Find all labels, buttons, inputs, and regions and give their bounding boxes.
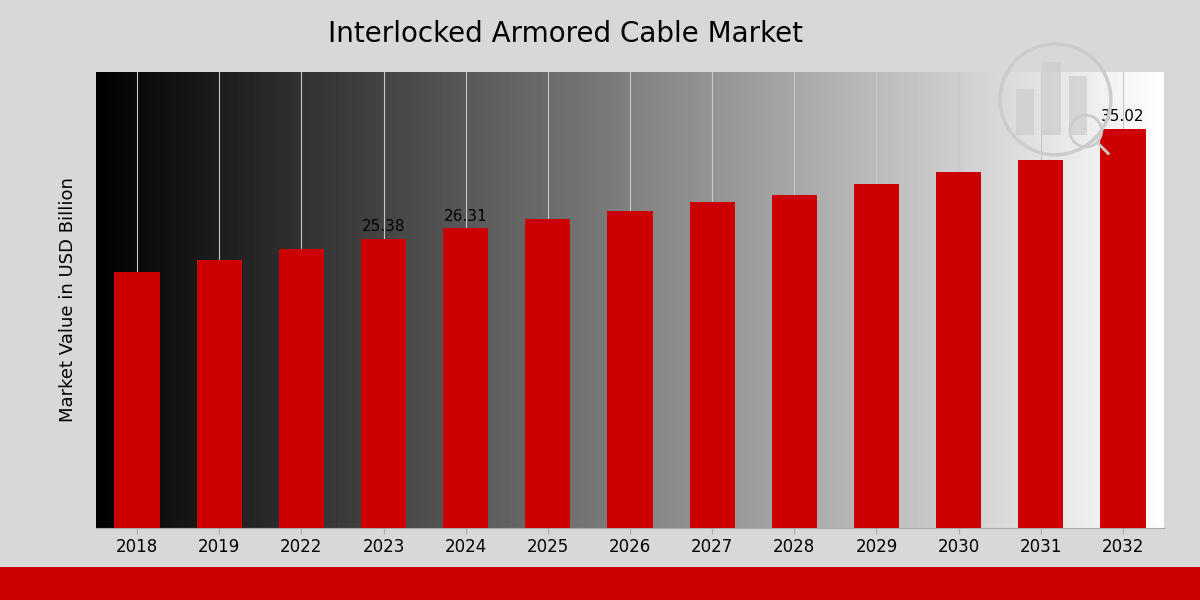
Bar <box>1018 160 1063 528</box>
Bar <box>1042 62 1061 135</box>
Bar <box>443 228 488 528</box>
Title: Interlocked Armored Cable Market: Interlocked Armored Cable Market <box>329 20 804 48</box>
Bar <box>1100 129 1146 528</box>
Bar <box>772 195 817 528</box>
Bar <box>854 184 899 528</box>
Bar <box>278 248 324 528</box>
Bar <box>936 172 982 528</box>
Bar <box>1068 76 1087 135</box>
Bar <box>607 211 653 528</box>
Text: 25.38: 25.38 <box>361 219 406 234</box>
Bar <box>114 271 160 528</box>
Bar <box>1015 89 1034 135</box>
Text: 26.31: 26.31 <box>444 209 487 224</box>
Bar <box>526 219 570 528</box>
Bar <box>361 239 406 528</box>
Text: 35.02: 35.02 <box>1102 109 1145 124</box>
Bar <box>690 202 734 528</box>
Bar <box>197 260 242 528</box>
Y-axis label: Market Value in USD Billion: Market Value in USD Billion <box>59 178 77 422</box>
